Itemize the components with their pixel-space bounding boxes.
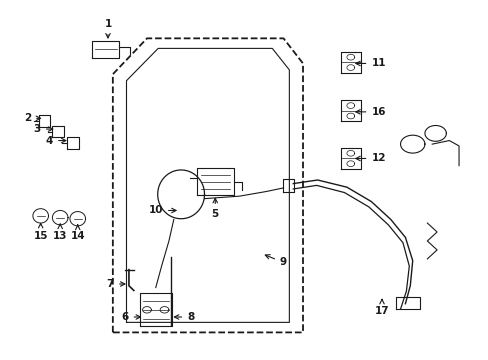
Text: 15: 15 xyxy=(33,224,48,240)
Text: 14: 14 xyxy=(70,225,85,240)
Text: 13: 13 xyxy=(53,224,67,240)
Text: 9: 9 xyxy=(265,255,286,267)
Text: 10: 10 xyxy=(148,206,176,216)
Text: 3: 3 xyxy=(34,124,53,134)
Text: 11: 11 xyxy=(355,58,385,68)
Text: 7: 7 xyxy=(106,279,124,289)
Text: 5: 5 xyxy=(211,198,219,219)
Text: 4: 4 xyxy=(46,136,66,145)
Text: 2: 2 xyxy=(24,113,41,123)
Text: 1: 1 xyxy=(104,19,111,38)
Text: 6: 6 xyxy=(121,312,140,322)
Text: 8: 8 xyxy=(174,312,194,322)
Text: 12: 12 xyxy=(355,153,385,163)
Text: 16: 16 xyxy=(355,107,385,117)
Text: 17: 17 xyxy=(374,300,388,316)
